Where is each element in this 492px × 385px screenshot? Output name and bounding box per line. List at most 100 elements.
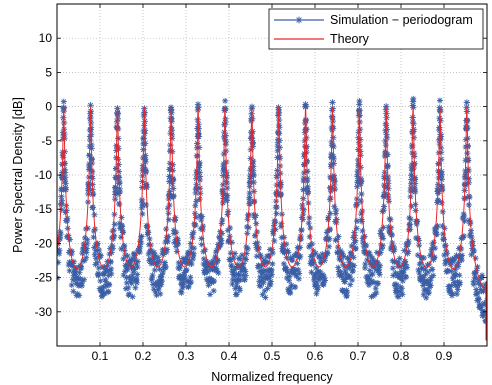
simulation-point xyxy=(278,220,285,227)
legend: Simulation − periodogram Theory xyxy=(268,8,484,50)
simulation-point xyxy=(429,266,436,273)
simulation-point xyxy=(199,223,206,230)
simulation-point xyxy=(242,272,249,279)
simulation-point xyxy=(461,212,468,219)
simulation-point xyxy=(76,269,83,276)
y-tick-label: 5 xyxy=(45,65,52,79)
x-tick-label: 0.7 xyxy=(350,349,367,363)
simulation-point xyxy=(152,252,159,259)
simulation-point xyxy=(333,216,340,223)
simulation-point xyxy=(188,260,195,267)
simulation-point xyxy=(191,245,198,252)
simulation-point xyxy=(403,274,410,281)
simulation-point xyxy=(335,233,342,240)
simulation-point xyxy=(349,268,356,275)
x-tick-label: 0.9 xyxy=(436,349,453,363)
simulation-point xyxy=(181,273,188,280)
simulation-point xyxy=(375,280,382,287)
simulation-point xyxy=(139,210,146,217)
simulation-point xyxy=(398,285,405,292)
simulation-point xyxy=(268,271,275,278)
simulation-point xyxy=(314,284,321,291)
simulation-point xyxy=(187,274,194,281)
simulation-point xyxy=(359,227,366,234)
simulation-point xyxy=(78,282,85,289)
simulation-point xyxy=(273,210,280,217)
simulation-point xyxy=(449,290,456,297)
simulation-point xyxy=(81,276,88,283)
simulation-point xyxy=(94,240,101,247)
simulation-point xyxy=(244,216,251,223)
legend-simulation-label: Simulation − periodogram xyxy=(330,13,473,27)
simulation-point xyxy=(129,293,136,300)
x-tick-labels: 0.1 0.2 0.3 0.4 0.5 0.6 0.7 0.8 0.9 xyxy=(92,349,453,363)
simulation-point xyxy=(192,214,199,221)
simulation-point xyxy=(373,289,380,296)
legend-simulation-marker xyxy=(295,16,303,24)
simulation-point xyxy=(210,287,217,294)
simulation-point xyxy=(70,288,77,295)
simulation-point xyxy=(438,199,445,206)
simulation-point xyxy=(377,262,384,269)
simulation-point xyxy=(334,244,341,251)
simulation-point xyxy=(389,231,396,238)
simulation-point xyxy=(94,259,101,266)
simulation-point xyxy=(97,252,104,259)
simulation-point xyxy=(236,287,243,294)
simulation-point xyxy=(262,294,269,301)
simulation-point xyxy=(300,206,307,213)
simulation-point xyxy=(349,277,356,284)
legend-theory-label: Theory xyxy=(330,32,370,46)
simulation-point xyxy=(166,202,173,209)
simulation-point xyxy=(116,200,123,207)
simulation-point xyxy=(292,284,299,291)
simulation-point xyxy=(149,272,156,279)
simulation-point xyxy=(133,279,140,286)
simulation-point xyxy=(159,271,166,278)
simulation-point xyxy=(358,218,365,225)
simulation-point xyxy=(158,278,165,285)
simulation-point xyxy=(344,289,351,296)
y-tick-label: -20 xyxy=(35,236,53,250)
simulation-point xyxy=(111,221,118,228)
simulation-point xyxy=(465,201,472,208)
simulation-point xyxy=(172,214,179,221)
simulation-point xyxy=(95,264,102,271)
simulation-point xyxy=(476,296,483,303)
simulation-point xyxy=(287,290,294,297)
y-tick-label: -5 xyxy=(41,134,52,148)
y-tick-label: 10 xyxy=(39,31,53,45)
simulation-point xyxy=(125,284,132,291)
x-axis-label: Normalized frequency xyxy=(211,370,333,384)
simulation-point xyxy=(227,224,234,231)
simulation-point xyxy=(120,229,127,236)
simulation-point xyxy=(97,277,104,284)
simulation-point xyxy=(407,226,414,233)
simulation-point xyxy=(299,216,306,223)
simulation-point xyxy=(406,221,413,228)
simulation-point xyxy=(396,255,403,262)
simulation-point xyxy=(273,204,280,211)
simulation-point xyxy=(388,224,395,231)
x-tick-label: 0.5 xyxy=(264,349,281,363)
simulation-point xyxy=(353,218,360,225)
simulation-point xyxy=(128,280,135,287)
simulation-point xyxy=(211,277,218,284)
simulation-point xyxy=(215,269,222,276)
simulation-point xyxy=(134,264,141,271)
simulation-point xyxy=(399,291,406,298)
simulation-point xyxy=(456,279,463,286)
simulation-point xyxy=(305,220,312,227)
simulation-point xyxy=(425,289,432,296)
simulation-point xyxy=(472,255,479,262)
simulation-point xyxy=(110,227,117,234)
simulation-point xyxy=(470,281,477,288)
simulation-point xyxy=(320,281,327,288)
simulation-point xyxy=(143,201,150,208)
simulation-point xyxy=(461,218,468,225)
simulation-point xyxy=(163,226,170,233)
simulation-point xyxy=(129,273,136,280)
simulation-point xyxy=(233,291,240,298)
simulation-peak-point xyxy=(329,99,336,106)
